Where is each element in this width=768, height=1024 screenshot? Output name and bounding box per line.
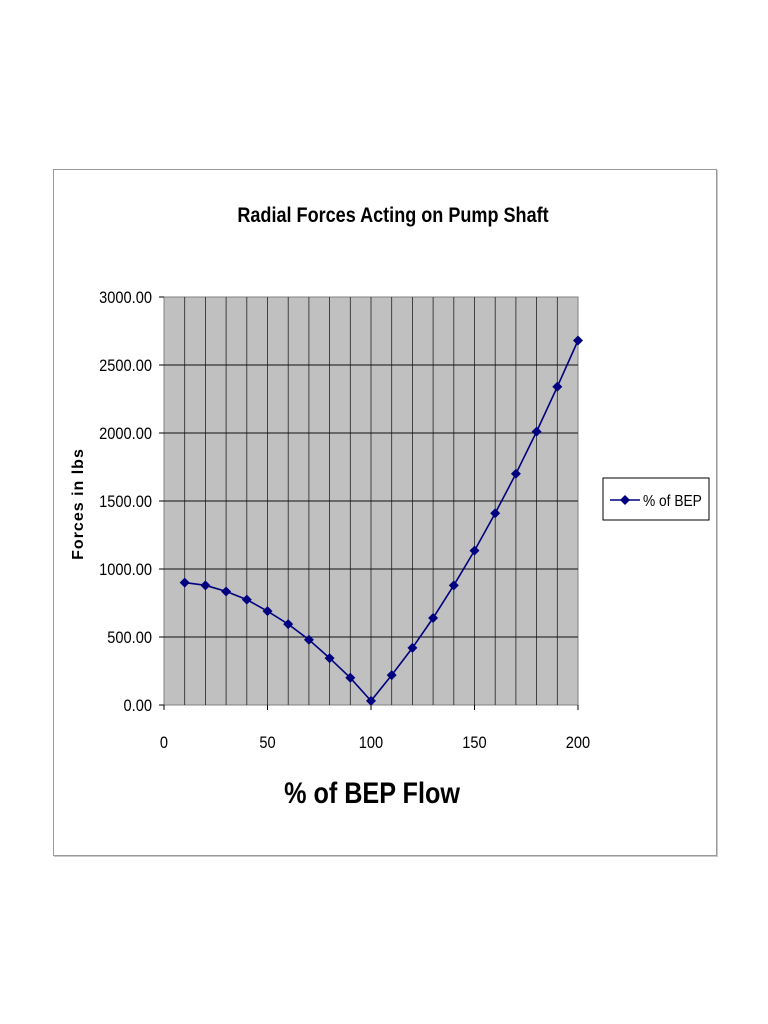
data-point xyxy=(407,642,418,653)
data-point xyxy=(200,580,211,591)
x-axis-label: % of BEP Flow xyxy=(284,776,460,810)
series-layer xyxy=(179,335,583,706)
y-tick-label: 1500.00 xyxy=(99,493,152,511)
y-tick-label: 0.00 xyxy=(124,697,153,715)
data-point xyxy=(448,580,459,591)
y-axis-label: Forces in lbs xyxy=(70,448,87,560)
data-point xyxy=(366,695,376,706)
data-point xyxy=(262,606,273,617)
data-point xyxy=(345,672,356,683)
legend-box xyxy=(602,477,710,521)
data-point xyxy=(490,508,501,519)
grid-lines xyxy=(164,297,578,705)
chart-svg: Radial Forces Acting on Pump Shaft 0.00 5… xyxy=(70,204,710,810)
x-tick-label: 0 xyxy=(160,734,168,752)
y-tick-label: 500.00 xyxy=(107,629,152,647)
y-tick-label: 2000.00 xyxy=(99,425,152,443)
legend-series-label: % of BEP xyxy=(643,492,702,510)
data-point xyxy=(386,670,397,681)
chart-frame: Radial Forces Acting on Pump Shaft 0.00 5… xyxy=(53,169,717,856)
legend: % of BEP xyxy=(602,477,710,521)
data-point xyxy=(283,619,294,630)
data-point xyxy=(552,381,563,392)
x-tick-label: 200 xyxy=(566,734,591,752)
data-point xyxy=(531,426,542,437)
data-point xyxy=(179,577,190,588)
data-point xyxy=(221,586,232,597)
data-point xyxy=(428,612,439,623)
y-axis-ticks: 0.00 500.00 1000.00 1500.00 2000.00 2500.00 30… xyxy=(99,289,164,715)
x-axis-ticks: 0 50 100 150 200 xyxy=(160,705,590,752)
data-point xyxy=(324,653,335,664)
data-point xyxy=(573,335,583,346)
y-tick-label: 1000.00 xyxy=(99,561,152,579)
series-line xyxy=(184,340,579,703)
y-tick-label: 3000.00 xyxy=(99,289,152,307)
x-tick-label: 100 xyxy=(359,734,384,752)
data-point xyxy=(469,545,480,556)
data-point xyxy=(241,594,252,605)
x-tick-label: 50 xyxy=(259,734,275,752)
chart-title: Radial Forces Acting on Pump Shaft xyxy=(237,204,549,228)
y-tick-label: 2500.00 xyxy=(99,357,152,375)
x-tick-label: 150 xyxy=(462,734,487,752)
data-point xyxy=(303,634,314,645)
legend-series-marker xyxy=(620,495,630,505)
data-point xyxy=(510,468,521,479)
